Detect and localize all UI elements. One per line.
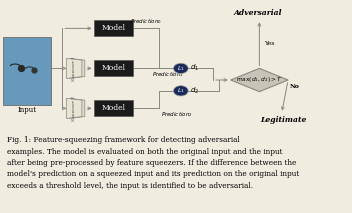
- Text: Model: Model: [102, 104, 126, 112]
- Text: Fig. 1: Feature-squeezing framework for detecting adversarial
examples. The mode: Fig. 1: Feature-squeezing framework for …: [7, 136, 299, 190]
- Polygon shape: [66, 58, 82, 78]
- FancyBboxPatch shape: [94, 60, 133, 76]
- Circle shape: [174, 63, 188, 73]
- Text: Adversarial: Adversarial: [233, 9, 282, 17]
- Text: Squeezer 2: Squeezer 2: [72, 96, 76, 121]
- Text: Legitimate: Legitimate: [260, 116, 307, 124]
- Text: $d_2$: $d_2$: [190, 86, 199, 96]
- Polygon shape: [231, 68, 288, 92]
- Text: $\mathrm{max}(d_1,d_2) > T$: $\mathrm{max}(d_1,d_2) > T$: [236, 75, 283, 85]
- Text: $Prediction_1$: $Prediction_1$: [152, 71, 183, 79]
- Circle shape: [174, 86, 188, 96]
- FancyBboxPatch shape: [3, 37, 51, 105]
- Point: [31, 68, 37, 71]
- Text: $Prediction_2$: $Prediction_2$: [161, 111, 193, 119]
- Text: Model: Model: [102, 24, 126, 32]
- Text: Squeezer 1: Squeezer 1: [72, 56, 76, 81]
- Polygon shape: [69, 58, 85, 78]
- FancyBboxPatch shape: [94, 100, 133, 116]
- Polygon shape: [66, 98, 82, 118]
- Text: $L_1$: $L_1$: [177, 86, 185, 95]
- Text: Input: Input: [18, 106, 37, 114]
- Point: [18, 66, 24, 69]
- Text: $Prediction_0$: $Prediction_0$: [131, 17, 162, 26]
- Text: Yes: Yes: [264, 41, 274, 46]
- Text: $d_1$: $d_1$: [190, 63, 199, 73]
- Text: $L_1$: $L_1$: [177, 64, 185, 73]
- FancyBboxPatch shape: [94, 20, 133, 36]
- Text: No: No: [290, 84, 300, 89]
- Text: Model: Model: [102, 64, 126, 72]
- Polygon shape: [69, 98, 85, 118]
